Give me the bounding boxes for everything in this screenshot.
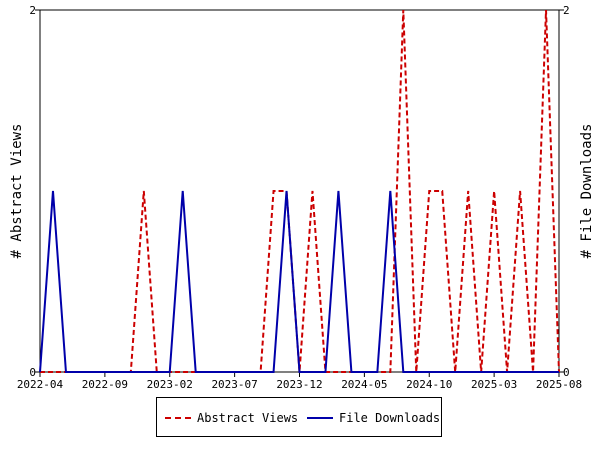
series-layer (39, 9, 560, 373)
y-axis-ticks: 0 2 0 2 (29, 4, 569, 379)
x-tick-label: 2024-10 (406, 378, 452, 391)
x-axis-ticks: 2022-04 2022-09 2023-02 2023-07 2023-12 2024-… (17, 372, 582, 391)
y-right-tick-label: 2 (563, 4, 570, 17)
x-tick-label: 2023-02 (147, 378, 193, 391)
left-axis-title: # Abstract Views (9, 124, 25, 259)
series-line-file-downloads (39, 190, 559, 373)
legend-swatch-abstract-views (165, 417, 191, 419)
x-tick-label: 2023-07 (211, 378, 257, 391)
legend: Abstract Views File Downloads (156, 397, 442, 437)
y-right-tick-label: 0 (563, 366, 570, 379)
plot-area (39, 9, 560, 373)
legend-item-abstract-views: Abstract Views (165, 411, 298, 425)
legend-item-file-downloads: File Downloads (307, 411, 440, 425)
y-left-tick-label: 0 (29, 366, 36, 379)
right-axis-title: # File Downloads (579, 124, 595, 259)
x-tick-label: 2022-09 (82, 378, 128, 391)
x-tick-label: 2024-05 (341, 378, 387, 391)
x-tick-label: 2025-03 (471, 378, 517, 391)
x-tick-label: 2022-04 (17, 378, 64, 391)
legend-label-abstract-views: Abstract Views (197, 411, 299, 425)
legend-swatch-file-downloads (307, 417, 333, 419)
y-left-tick-label: 2 (29, 4, 36, 17)
x-tick-label: 2025-08 (536, 378, 582, 391)
legend-label-file-downloads: File Downloads (339, 411, 441, 425)
x-tick-label: 2023-12 (276, 378, 322, 391)
